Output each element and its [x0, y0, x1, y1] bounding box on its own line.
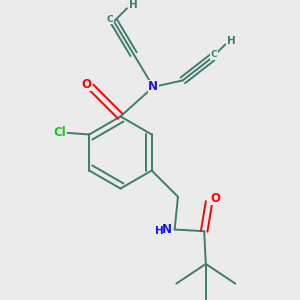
Text: H: H [227, 36, 236, 46]
Text: Cl: Cl [53, 126, 66, 139]
Text: C: C [107, 15, 113, 24]
Text: O: O [81, 78, 91, 91]
Text: O: O [210, 192, 220, 205]
Text: C: C [211, 50, 217, 59]
Text: N: N [148, 80, 158, 93]
Text: H: H [129, 0, 137, 10]
Text: H: H [155, 226, 164, 236]
Text: N: N [161, 223, 172, 236]
